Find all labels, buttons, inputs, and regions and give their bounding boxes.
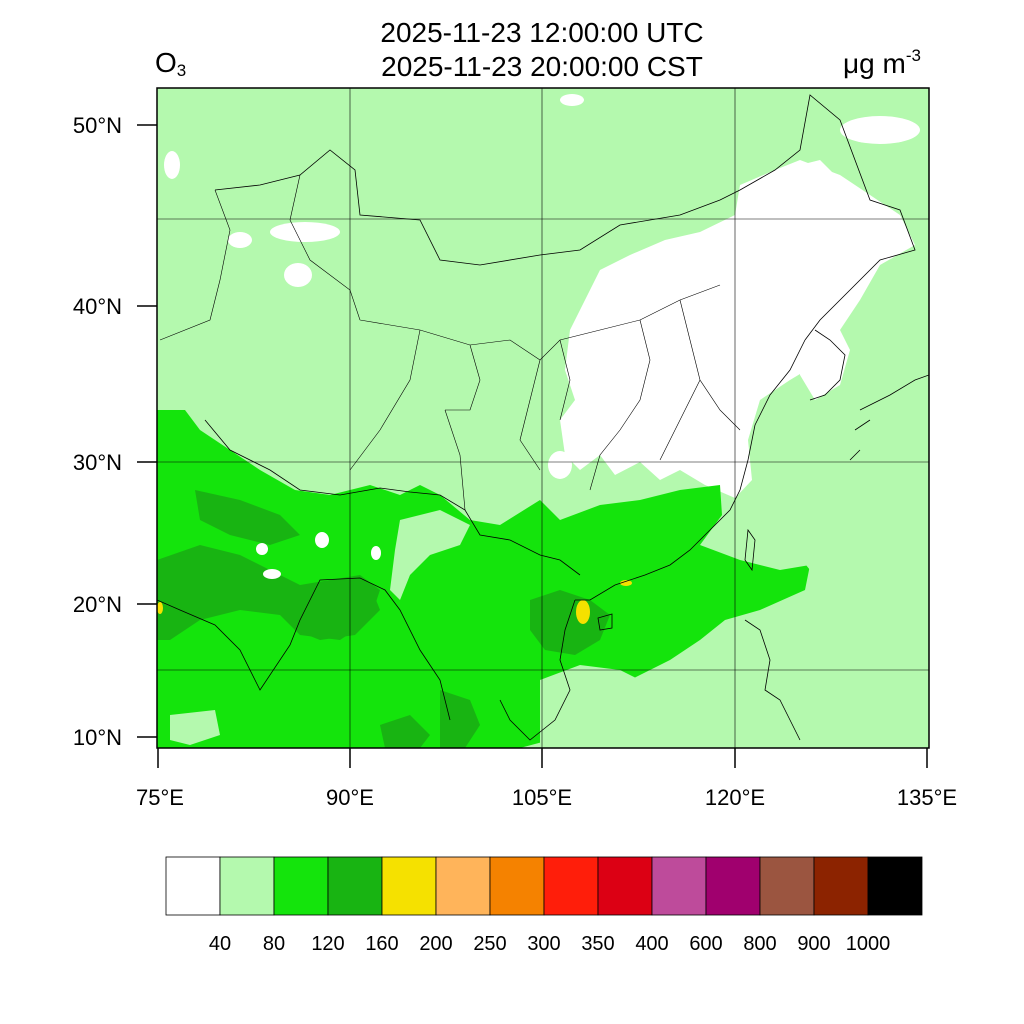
- japan-line: [849, 374, 929, 461]
- field-green-120-160-myanmar: [380, 715, 430, 748]
- field-white-patch: [284, 263, 312, 287]
- field-white-patch: [164, 151, 180, 179]
- coastline-east-line: [575, 339, 806, 601]
- field-white-patch: [256, 543, 268, 555]
- hainan-line: [597, 613, 613, 631]
- field-white-north-china: [560, 160, 915, 498]
- units-label: μg m-3: [843, 46, 921, 80]
- axis-ticks: [137, 124, 928, 768]
- title-utc: 2025-11-23 12:00:00 UTC: [380, 17, 704, 48]
- colorbar-swatch: [327, 856, 383, 916]
- field-lightgreen-scs: [540, 650, 929, 748]
- lat-label-30: 30°N: [73, 450, 122, 475]
- colorbar-label: 40: [209, 933, 231, 955]
- field-yellow-hotspot-hainan: [576, 600, 590, 624]
- field-green-120-160-indochina: [440, 690, 480, 748]
- units-superscript: -3: [905, 46, 921, 65]
- korea-line: [809, 329, 846, 401]
- field-yellow-hotspot-guangdong: [620, 580, 632, 586]
- colorbar-label: 800: [743, 933, 776, 955]
- lat-label-50: 50°N: [73, 113, 122, 138]
- field-white-patch: [315, 532, 329, 548]
- field-white-patch: [548, 451, 572, 479]
- lon-label-90: 90°E: [326, 785, 374, 810]
- lon-label-75: 75°E: [136, 785, 184, 810]
- colorbar-label: 250: [473, 933, 506, 955]
- colorbar-swatch: [165, 856, 221, 916]
- colorbar-swatch: [273, 856, 329, 916]
- field-green-120-160-tibet: [195, 490, 300, 545]
- colorbar-label: 160: [365, 933, 398, 955]
- concentration-field: [157, 88, 929, 748]
- field-lightgreen-yunnan: [390, 510, 470, 600]
- graticule: [157, 88, 929, 748]
- colorbar-label: 1000: [846, 933, 891, 955]
- lon-label-105: 105°E: [512, 785, 572, 810]
- units-main: μg m: [843, 48, 906, 79]
- field-white-patch: [371, 546, 381, 560]
- colorbar-label: 900: [797, 933, 830, 955]
- colorbar-swatch: [435, 856, 491, 916]
- colorbar-label: 400: [635, 933, 668, 955]
- philippines-line: [744, 619, 801, 741]
- map-frame: [156, 87, 930, 749]
- species-subscript: 3: [176, 61, 187, 80]
- colorbar-swatch: [651, 856, 707, 916]
- field-white-patch: [263, 569, 281, 579]
- field-white-patch: [560, 94, 584, 106]
- species-label: O3: [155, 47, 186, 81]
- colorbar-swatch: [867, 856, 923, 916]
- field-white-patch: [840, 116, 920, 144]
- tibet-border-line: [204, 419, 581, 576]
- lon-label-135: 135°E: [897, 785, 957, 810]
- colorbar-swatch: [813, 856, 869, 916]
- field-white-patch: [228, 232, 252, 248]
- field-white-korea: [800, 320, 850, 400]
- lat-label-40: 40°N: [73, 294, 122, 319]
- colorbar-label: 350: [581, 933, 614, 955]
- field-green-80-120-south: [157, 410, 810, 748]
- taiwan-line: [744, 528, 756, 572]
- colorbar-swatch: [597, 856, 653, 916]
- field-green-120-160-gulf: [530, 590, 610, 655]
- lat-label-20: 20°N: [73, 592, 122, 617]
- province-lines: [159, 174, 741, 511]
- colorbar-swatch: [705, 856, 761, 916]
- lon-label-120: 120°E: [705, 785, 765, 810]
- colorbar-swatch: [219, 856, 275, 916]
- colorbar-label: 200: [419, 933, 452, 955]
- coastline-indochina-line: [499, 599, 576, 741]
- title-cst: 2025-11-23 20:00:00 CST: [381, 51, 703, 82]
- colorbar: 40 80 120 160 200 250 300 350 400 600 800 900 1000: [165, 856, 923, 955]
- field-lightgreen-india-south: [170, 710, 220, 745]
- colorbar-swatch: [759, 856, 815, 916]
- colorbar-swatch: [381, 856, 437, 916]
- boundary-lines: [157, 94, 929, 741]
- species-main: O: [155, 47, 177, 78]
- colorbar-label: 80: [263, 933, 285, 955]
- colorbar-label: 120: [311, 933, 344, 955]
- china-boundary-line: [214, 94, 916, 341]
- field-yellow-hotspot-west: [157, 602, 163, 614]
- colorbar-label: 600: [689, 933, 722, 955]
- lon-labels: 75°E 90°E 105°E 120°E 135°E: [136, 785, 957, 810]
- lat-label-10: 10°N: [73, 725, 122, 750]
- field-white-patch: [270, 222, 340, 242]
- lat-labels: 50°N 40°N 30°N 20°N 10°N: [73, 113, 122, 750]
- field-lightgreen-pacific: [760, 480, 929, 650]
- coastline-bay-of-bengal-line: [157, 577, 451, 721]
- colorbar-swatch: [489, 856, 545, 916]
- colorbar-swatch: [543, 856, 599, 916]
- field-white-northeast-patch: [780, 160, 850, 200]
- colorbar-label: 300: [527, 933, 560, 955]
